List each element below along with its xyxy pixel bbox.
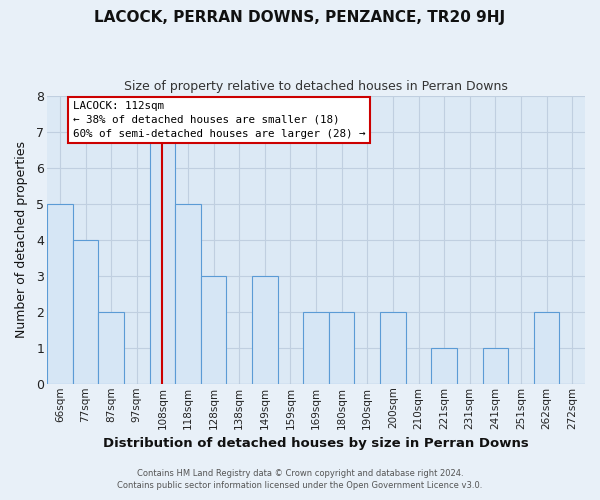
Bar <box>149 132 175 384</box>
Bar <box>252 276 278 384</box>
Text: LACOCK: 112sqm
← 38% of detached houses are smaller (18)
60% of semi-detached ho: LACOCK: 112sqm ← 38% of detached houses … <box>73 101 365 139</box>
Text: Contains HM Land Registry data © Crown copyright and database right 2024.
Contai: Contains HM Land Registry data © Crown c… <box>118 468 482 490</box>
Bar <box>201 276 226 384</box>
Bar <box>380 312 406 384</box>
Bar <box>534 312 559 384</box>
Bar <box>431 348 457 384</box>
Bar <box>482 348 508 384</box>
X-axis label: Distribution of detached houses by size in Perran Downs: Distribution of detached houses by size … <box>103 437 529 450</box>
Bar <box>329 312 355 384</box>
Text: LACOCK, PERRAN DOWNS, PENZANCE, TR20 9HJ: LACOCK, PERRAN DOWNS, PENZANCE, TR20 9HJ <box>94 10 506 25</box>
Bar <box>73 240 98 384</box>
Bar <box>175 204 201 384</box>
Title: Size of property relative to detached houses in Perran Downs: Size of property relative to detached ho… <box>124 80 508 93</box>
Bar <box>98 312 124 384</box>
Y-axis label: Number of detached properties: Number of detached properties <box>15 141 28 338</box>
Bar <box>47 204 73 384</box>
Bar <box>303 312 329 384</box>
